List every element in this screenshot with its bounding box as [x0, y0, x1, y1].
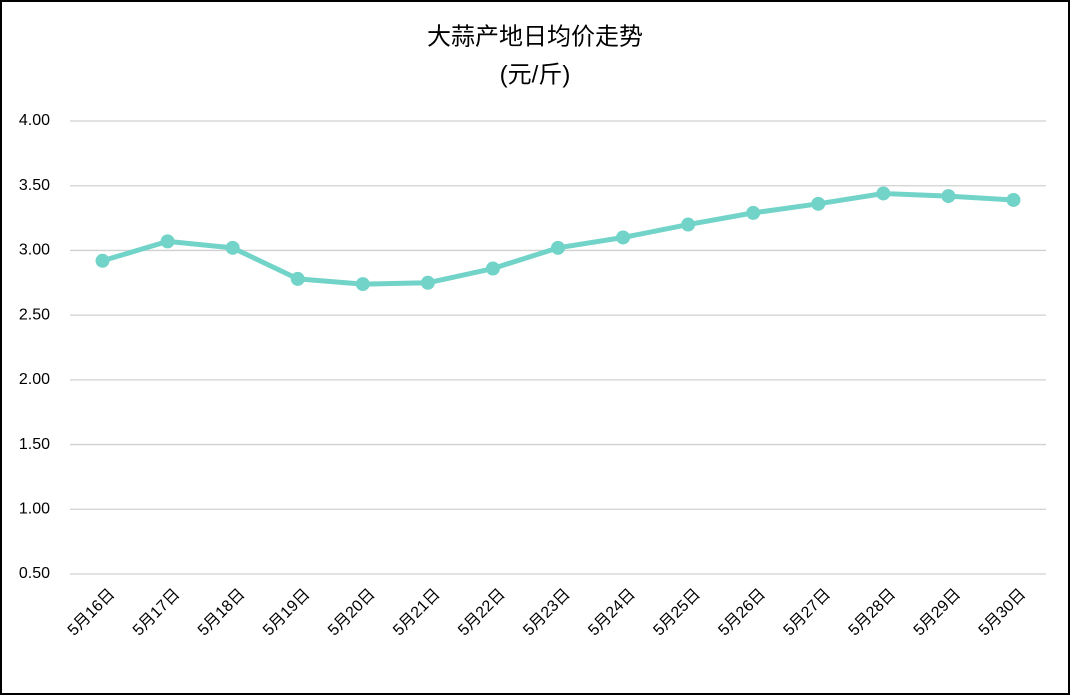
- data-point: [355, 277, 370, 292]
- data-point: [551, 240, 565, 255]
- data-point: [681, 217, 696, 232]
- y-tick-label: 1.50: [19, 436, 50, 453]
- data-point: [1006, 192, 1021, 207]
- y-tick-label: 3.50: [19, 177, 50, 194]
- data-point: [225, 240, 240, 255]
- data-point: [485, 261, 500, 276]
- data-point: [746, 205, 761, 220]
- y-tick-label: 2.00: [19, 371, 50, 388]
- data-point: [616, 230, 631, 245]
- data-point: [95, 253, 110, 268]
- y-tick-label: 0.50: [19, 565, 50, 582]
- data-point: [876, 186, 891, 201]
- y-tick-label: 4.00: [19, 112, 50, 129]
- data-point: [290, 271, 305, 286]
- data-point: [811, 196, 826, 211]
- y-tick-label: 3.00: [19, 242, 50, 259]
- y-tick-label: 2.50: [19, 306, 50, 323]
- chart-subtitle: (元/斤): [500, 61, 571, 88]
- data-point: [160, 234, 175, 249]
- chart-title: 大蒜产地日均价走势: [427, 23, 643, 50]
- data-point: [420, 275, 435, 290]
- data-point: [941, 189, 956, 204]
- y-tick-label: 1.00: [19, 501, 50, 518]
